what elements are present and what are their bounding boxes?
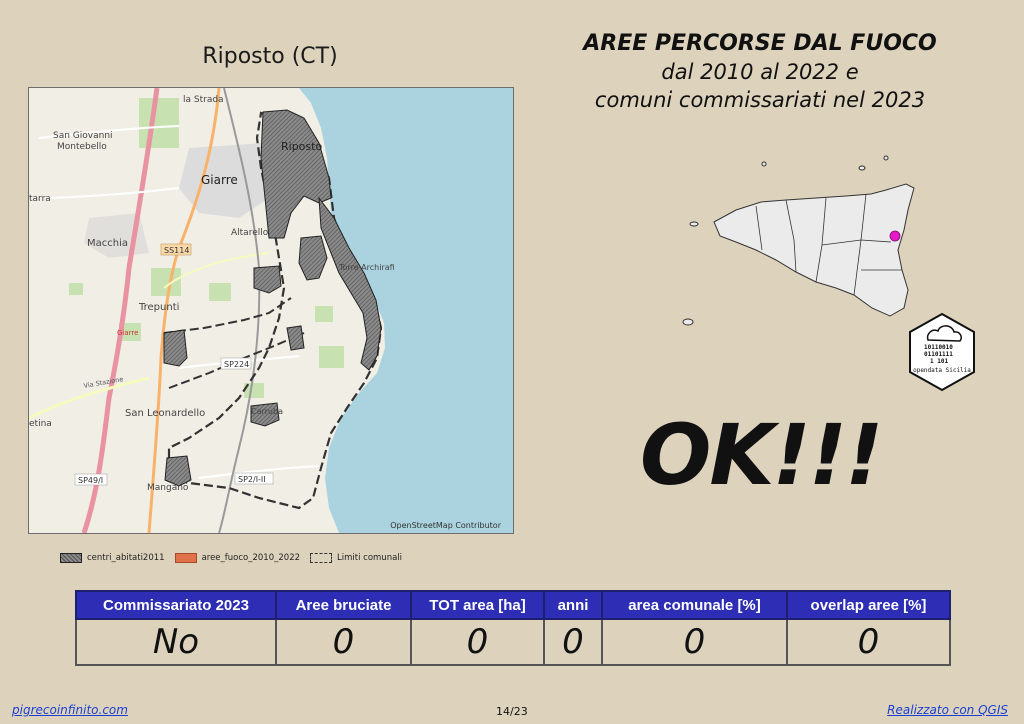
legend-label-fuoco: aree_fuoco_2010_2022 bbox=[201, 553, 301, 563]
legend-item-fuoco: aree_fuoco_2010_2022 bbox=[174, 553, 301, 563]
map-view[interactable]: la Strada San Giovanni Montebello tarra … bbox=[28, 87, 514, 534]
legend-label-limiti: Limiti comunali bbox=[337, 553, 403, 563]
road-label-sp49: SP49/I bbox=[78, 476, 103, 485]
province-borders bbox=[755, 193, 902, 296]
label-carruba: Carruba bbox=[251, 407, 283, 416]
header-tot-area: TOT area [ha] bbox=[410, 590, 545, 620]
header-area-comunale: area comunale [%] bbox=[601, 590, 788, 620]
sicily-island bbox=[713, 183, 915, 317]
header-anni: anni bbox=[543, 590, 603, 620]
map-title: Riposto (CT) bbox=[202, 44, 338, 69]
municipal-boundary bbox=[167, 111, 383, 510]
label-la-strada: la Strada bbox=[183, 95, 224, 105]
label-giarre: Giarre bbox=[201, 173, 238, 187]
header-commissariato: Commissariato 2023 bbox=[75, 590, 277, 620]
label-altarello: Altarello bbox=[231, 228, 269, 238]
logo-bits-3: 1 101 bbox=[930, 358, 948, 365]
railway-line bbox=[218, 88, 261, 533]
label-tarra: tarra bbox=[29, 194, 51, 204]
header-overlap: overlap aree [%] bbox=[786, 590, 951, 620]
legend-item-limiti: Limiti comunali bbox=[310, 553, 402, 563]
label-montebello: Montebello bbox=[57, 142, 107, 152]
header-aree-bruciate: Aree bruciate bbox=[275, 590, 412, 620]
heading-line-3: comuni commissariati nel 2023 bbox=[594, 88, 926, 112]
label-trepunti: Trepunti bbox=[138, 302, 179, 313]
legend-item-centri: centri_abitati2011 bbox=[60, 553, 165, 563]
heading-line-1: AREE PERCORSE DAL FUOCO bbox=[583, 31, 937, 56]
value-aree-bruciate: 0 bbox=[275, 618, 412, 666]
footer-qgis-link[interactable]: Realizzato con QGIS bbox=[887, 703, 1008, 717]
logo-bits-2: 01101111 bbox=[924, 351, 953, 358]
sicily-locator-map bbox=[682, 155, 915, 326]
label-san-giovanni: San Giovanni bbox=[53, 131, 113, 141]
road-label-sp2: SP2/I-II bbox=[238, 475, 266, 484]
value-anni: 0 bbox=[543, 618, 603, 666]
island-egadi bbox=[689, 221, 699, 227]
label-mangano: Mangano bbox=[147, 483, 189, 493]
map-canvas: la Strada San Giovanni Montebello tarra … bbox=[29, 88, 513, 533]
stats-table: Commissariato 2023 Aree bruciate TOT are… bbox=[75, 590, 951, 666]
island-ustica bbox=[761, 161, 767, 167]
value-commissariato: No bbox=[75, 618, 277, 666]
opendata-sicilia-logo-icon: 10110010 01101111 1 101 opendata Sicilia bbox=[909, 312, 975, 392]
value-tot-area: 0 bbox=[410, 618, 545, 666]
orange-swatch-icon bbox=[174, 553, 197, 563]
urban-area-giarre bbox=[179, 143, 269, 218]
dashed-border-swatch-icon bbox=[310, 553, 333, 563]
hatched-gray-swatch-icon bbox=[60, 553, 82, 563]
road-label-ss114: SS114 bbox=[164, 246, 189, 255]
footer-site-link[interactable]: pigrecoinfinito.com bbox=[12, 703, 128, 717]
label-san-leonardello: San Leonardello bbox=[125, 408, 205, 419]
stats-header-row: Commissariato 2023 Aree bruciate TOT are… bbox=[75, 590, 951, 620]
centri-abitati-polygons bbox=[163, 109, 382, 487]
logo-bits-1: 10110010 bbox=[924, 344, 953, 351]
label-etina: etina bbox=[29, 419, 52, 429]
logo-text: opendata Sicilia bbox=[913, 367, 971, 374]
roads bbox=[29, 88, 320, 533]
green-areas bbox=[69, 98, 344, 398]
map-legend: centri_abitati2011 aree_fuoco_2010_2022 … bbox=[60, 551, 412, 565]
osm-credit: OpenStreetMap Contributor bbox=[390, 521, 501, 530]
label-riposto: Riposto bbox=[281, 140, 322, 153]
island-aeolian-2 bbox=[883, 155, 889, 161]
label-macchia: Macchia bbox=[87, 238, 128, 249]
sea-area bbox=[299, 88, 513, 533]
heading-line-2: dal 2010 al 2022 e bbox=[661, 60, 859, 84]
label-giarre-red: Giarre bbox=[117, 329, 138, 337]
stats-value-row: No 0 0 0 0 0 bbox=[75, 618, 951, 666]
value-area-comunale: 0 bbox=[601, 618, 788, 666]
label-torre-archirafi: Torre Archirafi bbox=[338, 263, 395, 272]
riposto-location-dot bbox=[889, 230, 901, 242]
island-pantelleria bbox=[682, 318, 694, 326]
result-ok: OK!!! bbox=[640, 406, 883, 504]
page-number: 14/23 bbox=[496, 705, 528, 718]
legend-label-centri: centri_abitati2011 bbox=[87, 553, 165, 563]
road-label-sp224: SP224 bbox=[224, 360, 249, 369]
island-aeolian-1 bbox=[858, 165, 866, 171]
value-overlap: 0 bbox=[786, 618, 951, 666]
page-heading: AREE PERCORSE DAL FUOCO dal 2010 al 2022… bbox=[520, 30, 1000, 114]
